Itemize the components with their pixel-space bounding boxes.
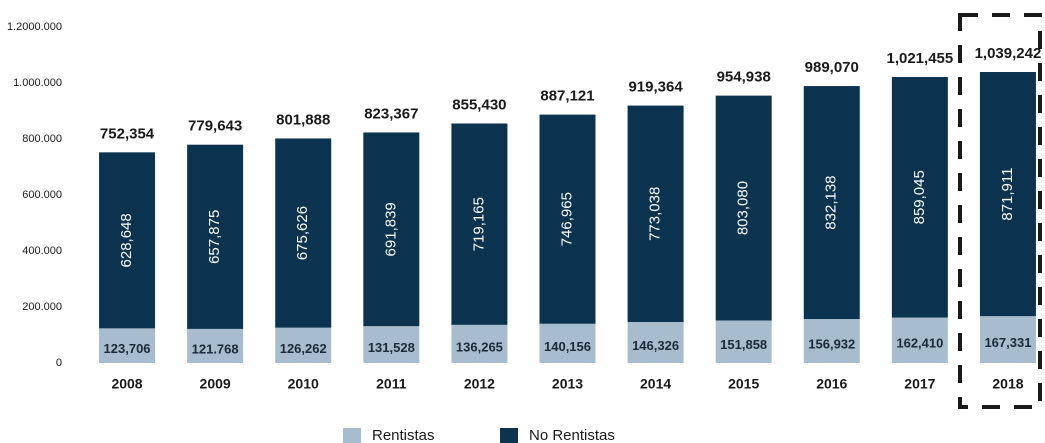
highlight-box — [958, 13, 1042, 409]
segment-label: 773,038 — [647, 187, 664, 241]
bar-segment — [627, 322, 684, 363]
y-tick-label: 800.000 — [22, 133, 62, 145]
segment-label: 123,706 — [104, 341, 151, 356]
bar-segment — [187, 144, 244, 329]
bar-segment — [451, 123, 508, 325]
segment-label: 131,528 — [368, 340, 415, 355]
legend-label: No Rentistas — [529, 427, 615, 443]
total-label: 779,643 — [188, 118, 242, 135]
bar-segment — [539, 114, 596, 324]
y-tick-label: 0 — [56, 357, 62, 369]
legend-label: Rentistas — [372, 427, 435, 443]
segment-label: 859,045 — [911, 170, 928, 224]
segment-label: 146,326 — [632, 338, 679, 353]
total-label: 823,367 — [364, 105, 418, 122]
bar-segment — [627, 105, 684, 323]
x-tick-label: 2011 — [376, 376, 407, 392]
segment-label: 657,875 — [206, 210, 223, 264]
segment-label: 691,839 — [382, 202, 399, 256]
total-label: 855,430 — [452, 96, 506, 113]
y-tick-label: 1.000.000 — [13, 77, 62, 89]
segment-label: 628,648 — [118, 213, 135, 267]
bar-segment — [275, 327, 332, 363]
x-tick-label: 2013 — [552, 376, 583, 392]
bar-segment — [803, 86, 860, 320]
y-tick-label: 1.2000.000 — [7, 21, 62, 33]
bar-segment — [363, 132, 420, 327]
bar-segment — [891, 317, 948, 363]
bar-segment — [803, 319, 860, 363]
bar-segment — [187, 328, 244, 363]
segment-label: 167,331 — [984, 335, 1031, 350]
segment-label: 719,165 — [470, 197, 487, 251]
total-label: 801,888 — [276, 111, 330, 128]
y-tick-label: 600.000 — [22, 189, 62, 201]
x-tick-label: 2009 — [200, 376, 231, 392]
segment-label: 746,965 — [558, 192, 575, 246]
x-tick-label: 2012 — [464, 376, 495, 392]
y-tick-label: 400.000 — [22, 245, 62, 257]
bar-segment — [451, 324, 508, 363]
legend-swatch — [500, 428, 518, 443]
total-label: 919,364 — [628, 79, 683, 96]
bar-segment — [715, 320, 772, 363]
total-label: 954,938 — [717, 69, 771, 86]
bar-segment — [891, 76, 948, 318]
bar-segment — [99, 328, 156, 363]
segment-label: 140,156 — [544, 339, 591, 354]
x-tick-label: 2015 — [728, 376, 759, 392]
x-tick-label: 2018 — [992, 376, 1023, 392]
x-tick-label: 2008 — [111, 376, 142, 392]
segment-label: 126,262 — [280, 341, 327, 356]
segment-label: 871,911 — [999, 168, 1016, 221]
segment-label: 162,410 — [896, 336, 943, 351]
total-label: 989,070 — [805, 59, 859, 76]
x-tick-label: 2016 — [816, 376, 847, 392]
x-tick-label: 2017 — [904, 376, 935, 392]
legend-swatch — [343, 428, 361, 443]
x-tick-label: 2010 — [288, 376, 319, 392]
bar-segment — [99, 152, 156, 329]
segment-label: 151,858 — [720, 337, 767, 352]
segment-label: 156,932 — [808, 336, 855, 351]
total-label: 887,121 — [540, 88, 594, 105]
bar-segment — [979, 316, 1036, 363]
segment-label: 136,265 — [456, 339, 503, 354]
bar-segment — [539, 323, 596, 363]
x-tick-label: 2014 — [640, 376, 671, 392]
segment-label: 832,138 — [823, 175, 840, 229]
total-label: 752,354 — [100, 125, 155, 142]
segment-label: 121.768 — [192, 341, 239, 356]
bar-segment — [363, 326, 420, 363]
bar-segment — [979, 72, 1036, 317]
y-tick-label: 200.000 — [22, 301, 62, 313]
bar-segment — [275, 138, 332, 328]
segment-label: 803,080 — [735, 181, 752, 235]
total-label: 1,039,242 — [975, 45, 1042, 62]
bar-segment — [715, 95, 772, 321]
segment-label: 675,626 — [294, 206, 311, 260]
total-label: 1,021,455 — [886, 50, 953, 67]
